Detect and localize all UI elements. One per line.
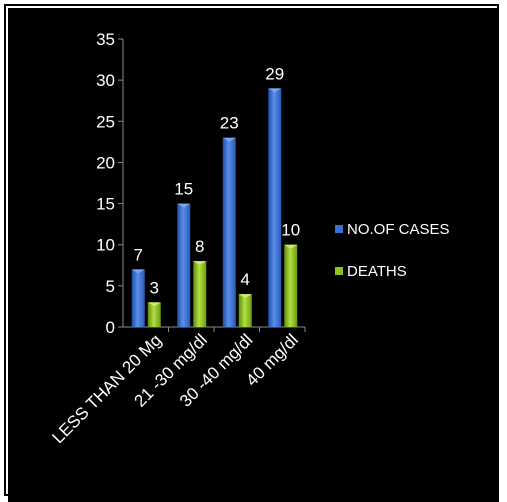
y-tick-label: 20 bbox=[96, 153, 115, 172]
data-label: 8 bbox=[195, 237, 204, 256]
bar-cap bbox=[177, 203, 191, 208]
y-tick-label: 35 bbox=[96, 30, 115, 49]
data-label: 29 bbox=[265, 64, 284, 83]
data-label: 10 bbox=[281, 221, 300, 240]
bar-deaths bbox=[238, 294, 252, 327]
data-label: 7 bbox=[134, 245, 143, 264]
bar-deaths bbox=[284, 244, 298, 327]
bar-cap bbox=[238, 294, 252, 299]
legend-swatch-deaths bbox=[335, 267, 343, 275]
data-label: 23 bbox=[220, 114, 239, 133]
bar-cases bbox=[177, 203, 191, 327]
bar-cases bbox=[268, 88, 282, 327]
bar-cap bbox=[131, 269, 145, 274]
data-label: 15 bbox=[174, 180, 193, 199]
y-tick-label: 10 bbox=[96, 236, 115, 255]
y-tick-label: 30 bbox=[96, 71, 115, 90]
bar-deaths bbox=[147, 302, 161, 327]
legend-label: DEATHS bbox=[347, 263, 407, 280]
chart-background bbox=[8, 8, 499, 502]
bar-cap bbox=[284, 244, 298, 249]
y-tick-label: 15 bbox=[96, 195, 115, 214]
legend-label: NO.OF CASES bbox=[347, 221, 450, 238]
bar-cap bbox=[268, 88, 282, 93]
data-label: 4 bbox=[241, 270, 250, 289]
bar-cap bbox=[147, 302, 161, 307]
y-tick-label: 5 bbox=[106, 277, 115, 296]
legend-swatch-cases bbox=[335, 225, 343, 233]
data-label: 3 bbox=[150, 278, 159, 297]
bar-cap bbox=[222, 137, 236, 142]
bar-cases bbox=[131, 269, 145, 327]
bar-deaths bbox=[193, 261, 207, 327]
y-tick-label: 25 bbox=[96, 112, 115, 131]
y-tick-label: 0 bbox=[106, 318, 115, 337]
bar-cases bbox=[222, 137, 236, 327]
bar-cap bbox=[193, 261, 207, 266]
